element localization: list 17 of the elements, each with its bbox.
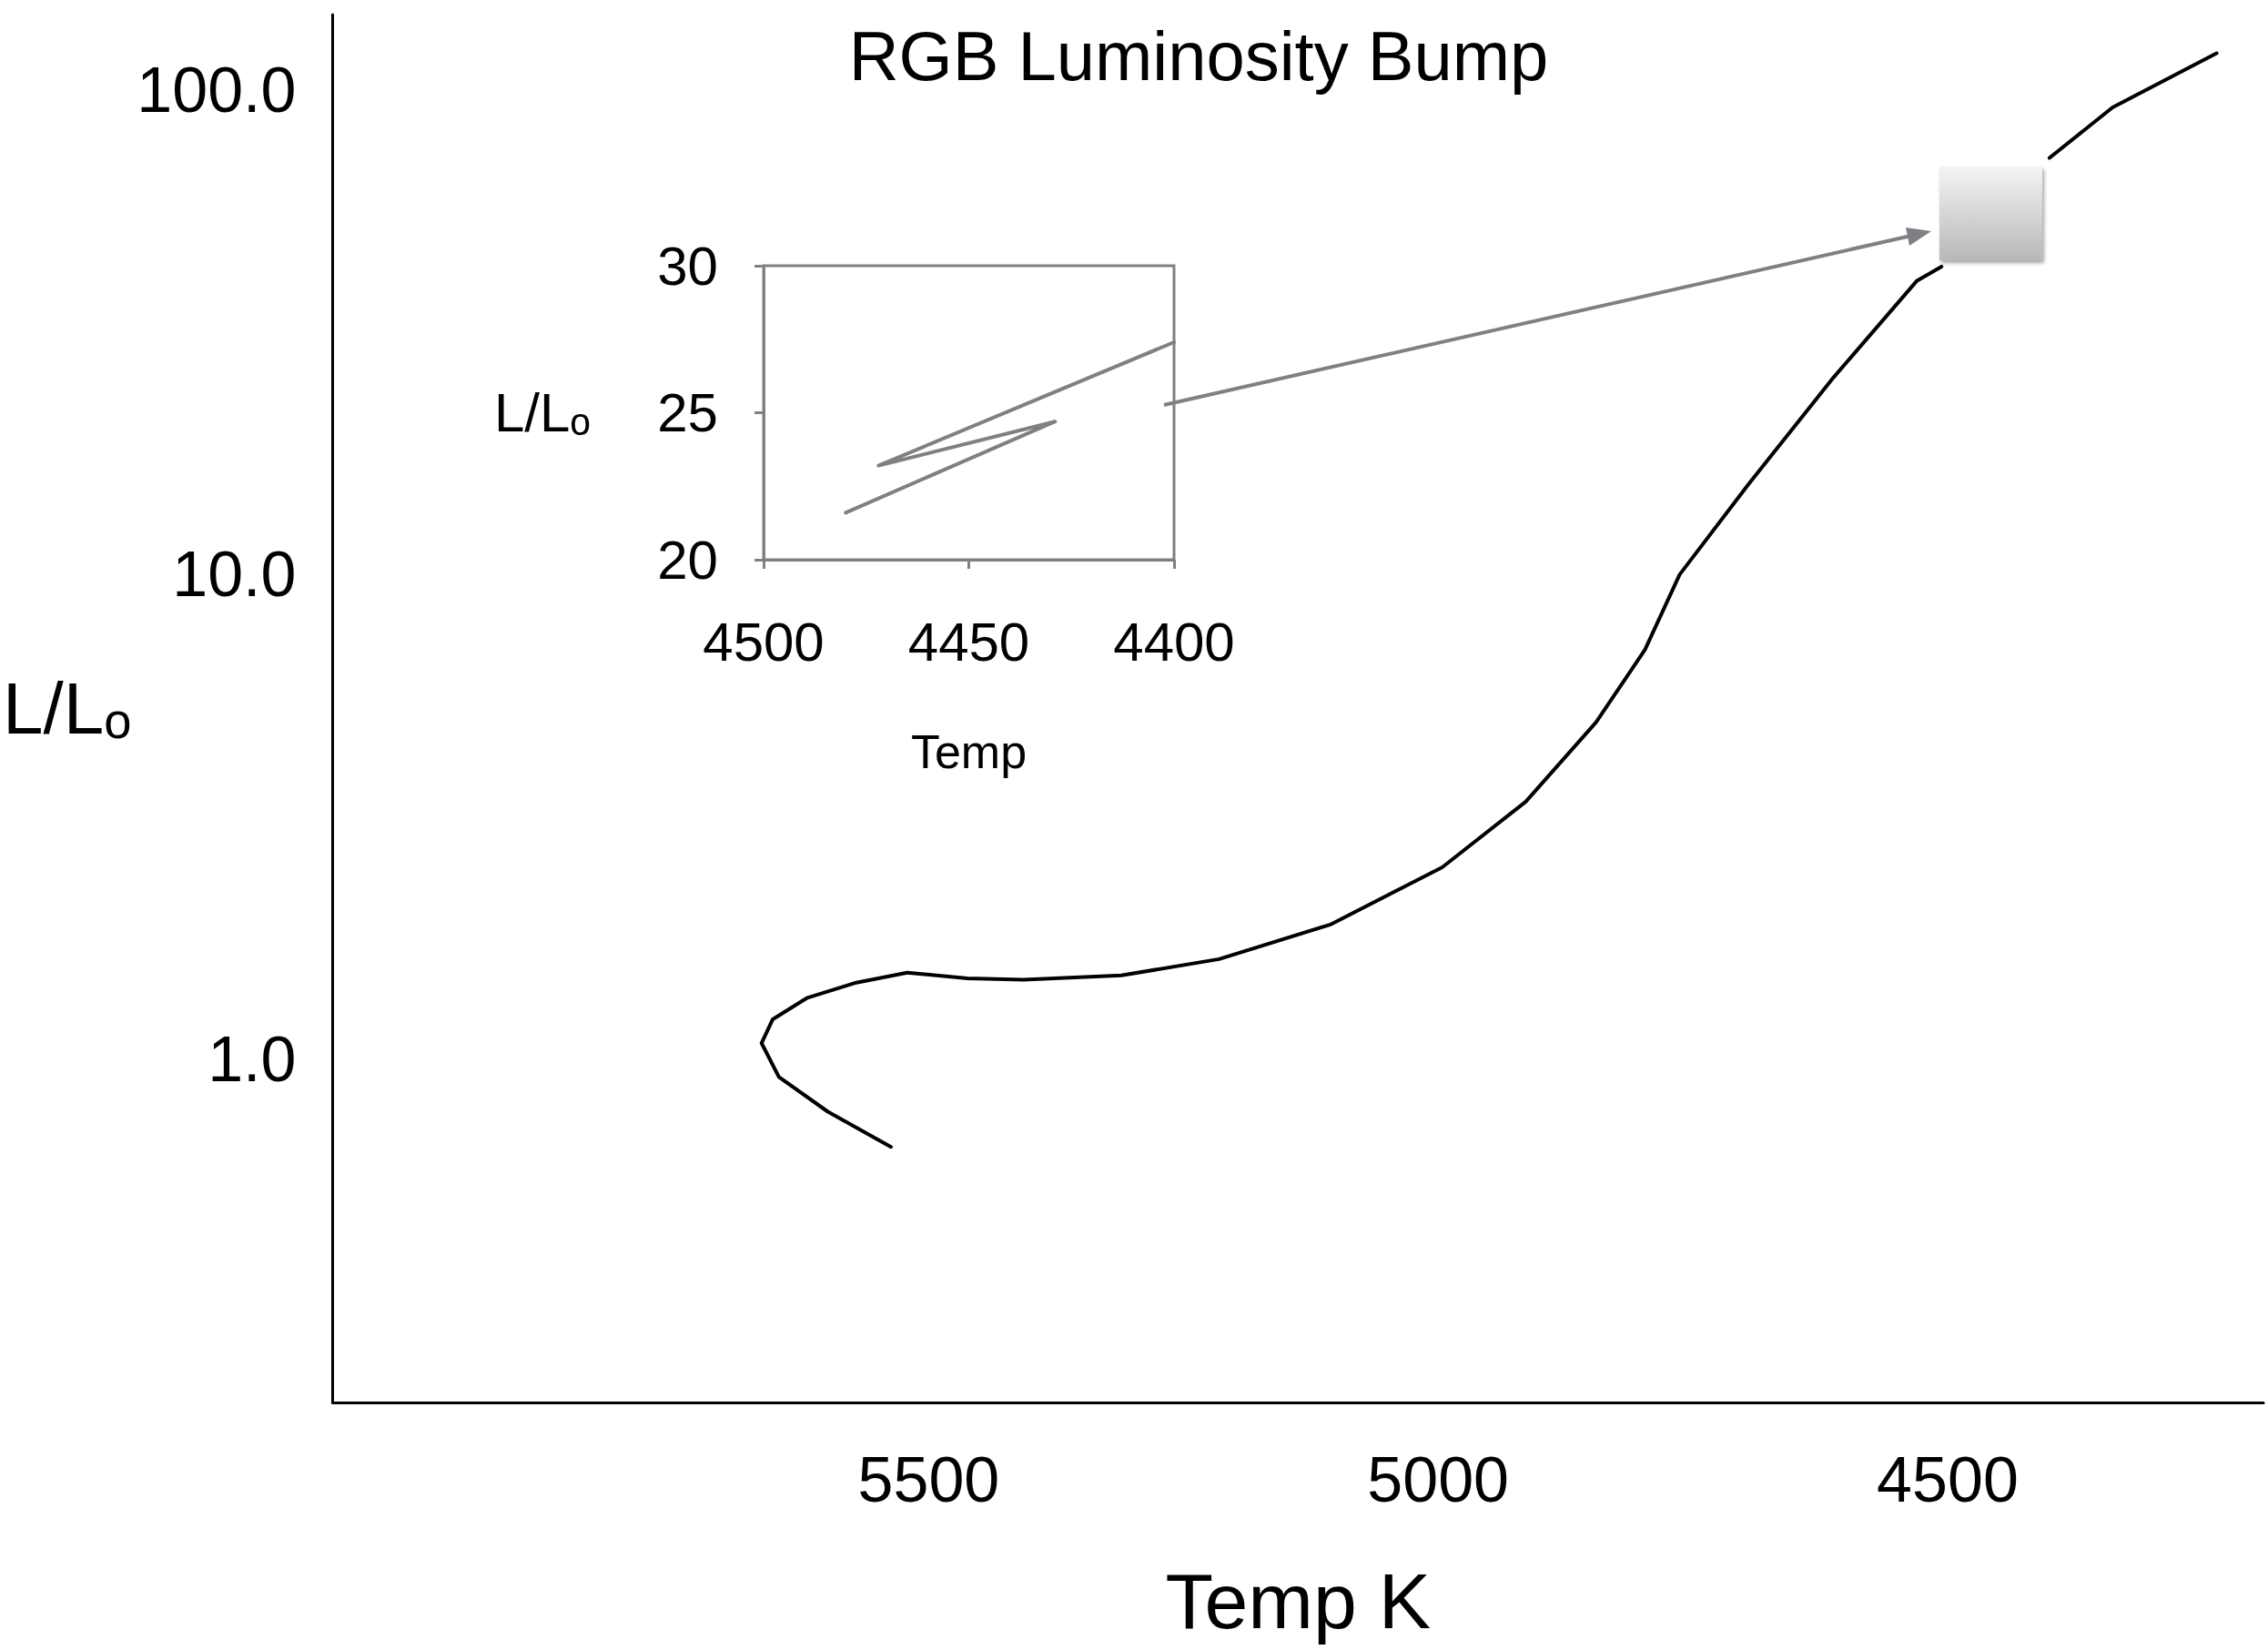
x-tick-label: 5000: [1367, 1444, 1510, 1515]
chart-title: RGB Luminosity Bump: [848, 16, 1549, 95]
x-tick-label: 4450: [907, 611, 1030, 673]
y-axis-title: L/Lₒ: [493, 382, 591, 443]
x-tick-label: 4500: [703, 611, 825, 673]
y-tick-label: 1.0: [208, 1024, 297, 1096]
y-tick-label: 100.0: [137, 54, 297, 126]
x-tick-label: 4400: [1113, 611, 1235, 673]
y-axis-title: L/Lₒ: [3, 668, 132, 749]
x-tick-label: 4500: [1877, 1444, 2019, 1515]
y-tick-label: 10.0: [172, 539, 297, 611]
y-tick-label: 20: [657, 529, 718, 591]
y-tick-label: 25: [657, 382, 718, 443]
x-tick-label: 5500: [857, 1444, 1000, 1515]
x-axis-title: Temp K: [1165, 1557, 1432, 1645]
y-tick-label: 30: [657, 235, 718, 297]
x-axis-title: Temp: [910, 725, 1028, 778]
